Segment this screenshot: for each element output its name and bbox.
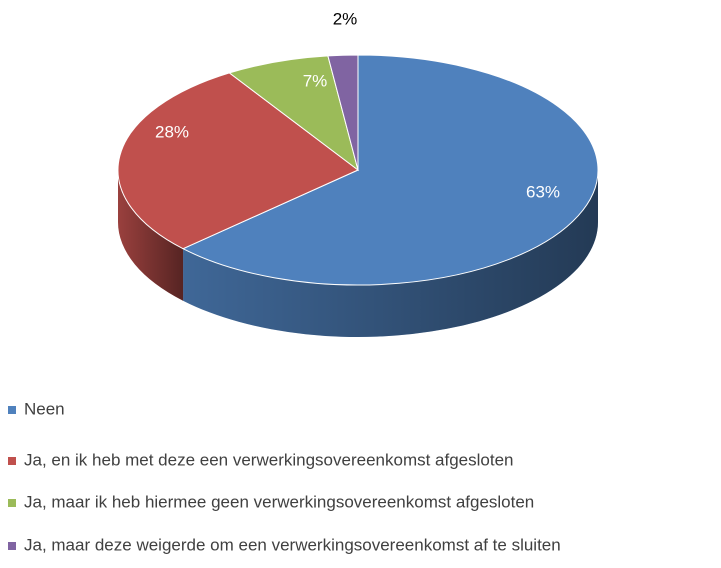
- legend-label: Ja, maar ik heb hiermee geen verwerkings…: [24, 492, 534, 511]
- legend-marker: [8, 406, 16, 414]
- legend-label: Ja, maar deze weigerde om een verwerking…: [24, 535, 561, 554]
- pie-wall-shade: [118, 170, 184, 301]
- legend-marker: [8, 542, 16, 550]
- data-label: 2%: [333, 9, 358, 28]
- pie-slice: [117, 72, 359, 250]
- legend-label: Neen: [24, 399, 65, 418]
- pie-slice: [228, 55, 359, 172]
- pie-wall-shade: [183, 170, 598, 338]
- data-label: 7%: [303, 71, 328, 90]
- legend-label: Ja, en ik heb met deze een verwerkingsov…: [24, 450, 514, 469]
- pie-slice: [181, 54, 599, 286]
- legend-marker: [8, 499, 16, 507]
- pie-slice: [327, 54, 359, 171]
- data-label: 28%: [155, 122, 189, 141]
- data-label: 63%: [526, 182, 560, 201]
- legend-marker: [8, 457, 16, 465]
